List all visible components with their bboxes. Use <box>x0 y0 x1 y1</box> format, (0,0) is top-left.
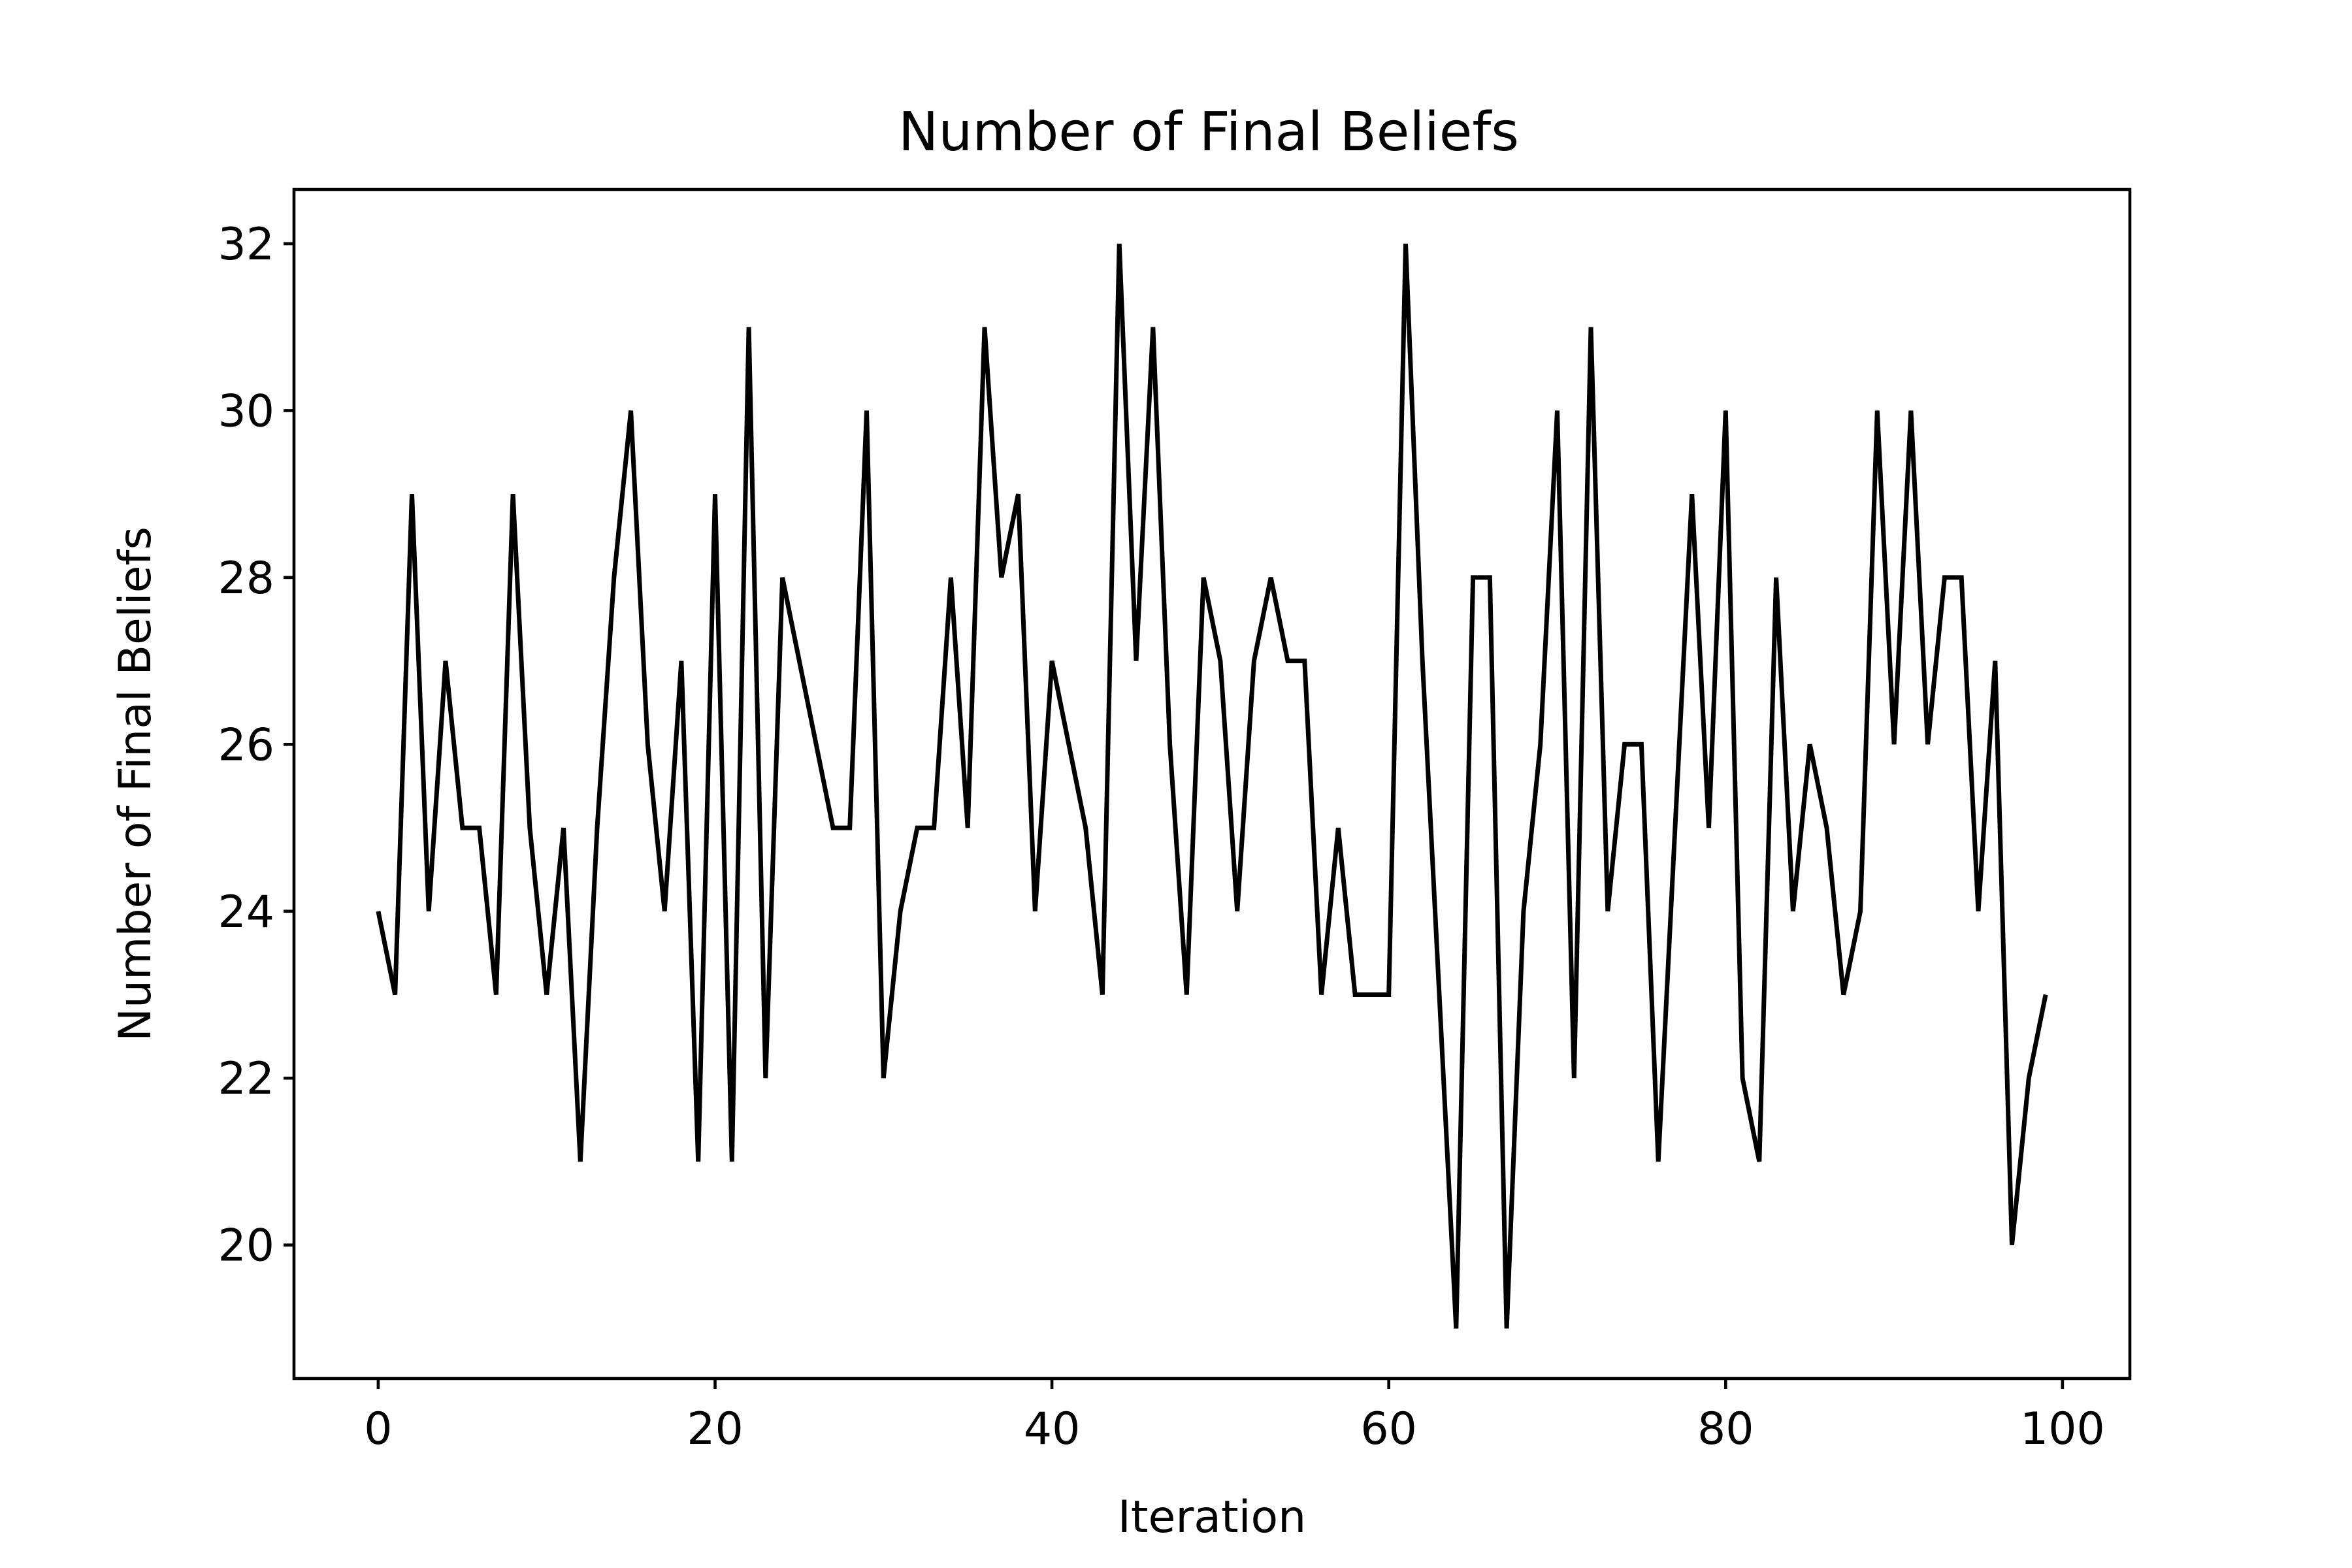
y-tick-label: 32 <box>218 219 274 270</box>
x-axis-label: Iteration <box>1118 1492 1306 1543</box>
y-tick-label: 28 <box>218 553 274 604</box>
y-tick-label: 30 <box>218 385 274 437</box>
x-tick-label: 80 <box>1697 1403 1754 1455</box>
x-tick-label: 100 <box>2020 1403 2105 1455</box>
y-tick-label: 26 <box>218 719 274 771</box>
series-line-0 <box>376 243 2048 1329</box>
y-tick-label: 20 <box>218 1220 274 1272</box>
x-tick-label: 40 <box>1024 1403 1081 1455</box>
x-axis: 0 20 40 60 80 100 <box>364 1379 2105 1455</box>
x-tick-label: 0 <box>364 1403 392 1455</box>
x-tick-label: 20 <box>687 1403 743 1455</box>
y-tick-label: 22 <box>218 1053 274 1105</box>
y-axis-label: Number of Final Beliefs <box>110 527 161 1041</box>
y-tick-label: 24 <box>218 887 274 938</box>
y-axis: 20 22 24 26 28 30 32 <box>218 219 294 1272</box>
x-tick-label: 60 <box>1360 1403 1417 1455</box>
chart-title: Number of Final Beliefs <box>898 101 1519 163</box>
series-layer <box>376 243 2048 1329</box>
plot-frame <box>292 188 2132 1380</box>
